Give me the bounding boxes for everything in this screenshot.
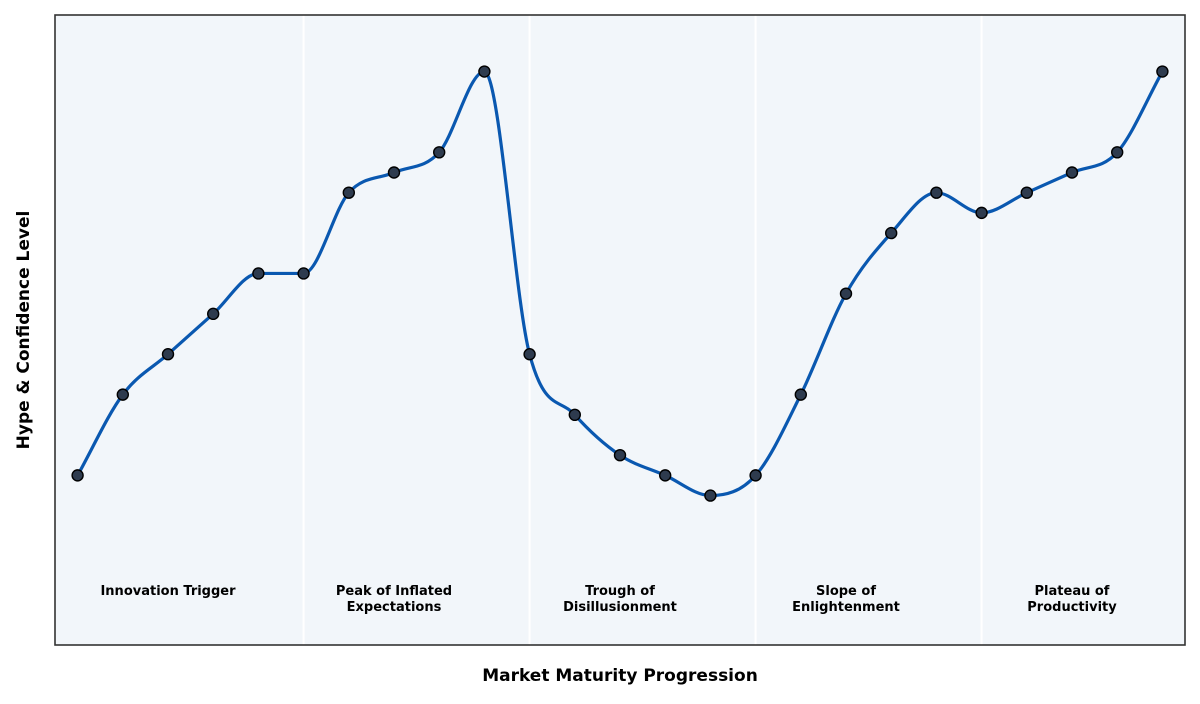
phase-label: Trough of Disillusionment: [563, 584, 677, 615]
data-point: [659, 469, 672, 482]
data-point: [116, 388, 130, 401]
phase-label: Innovation Trigger: [100, 584, 236, 599]
data-point: [342, 186, 355, 199]
data-point: [568, 408, 581, 422]
phase-dividers: [302, 15, 983, 645]
x-axis-title: Market Maturity Progression: [482, 666, 758, 686]
data-point: [478, 65, 491, 78]
data-point: [433, 146, 446, 159]
data-point: [885, 226, 898, 240]
data-point: [613, 448, 627, 462]
phase-label: Plateau of Productivity: [1027, 584, 1117, 615]
data-point: [297, 267, 310, 280]
data-point: [1065, 166, 1079, 179]
data-point: [749, 469, 762, 482]
data-point: [252, 267, 265, 280]
data-point: [704, 489, 717, 502]
phase-labels: Innovation Trigger Peak of Inflated Expect…: [100, 584, 1117, 615]
data-point: [839, 287, 853, 300]
data-point: [794, 388, 807, 401]
data-point: [1020, 186, 1034, 199]
y-axis-title: Hype & Confidence Level: [14, 211, 34, 450]
data-point: [387, 166, 401, 179]
hype-curve-line: [76, 69, 1164, 498]
plot-frame: [54, 14, 1186, 646]
data-point: [71, 469, 84, 482]
data-point: [161, 348, 175, 361]
data-point: [206, 307, 220, 321]
data-point: [975, 206, 988, 220]
data-point: [1156, 65, 1169, 78]
plot-background: [55, 15, 1185, 645]
data-point: [1110, 146, 1124, 159]
data-point: [523, 348, 536, 361]
phase-label: Peak of Inflated Expectations: [336, 584, 452, 615]
phase-label: Slope of Enlightenment: [792, 584, 900, 615]
data-points: [71, 65, 1169, 502]
data-point: [930, 186, 943, 199]
